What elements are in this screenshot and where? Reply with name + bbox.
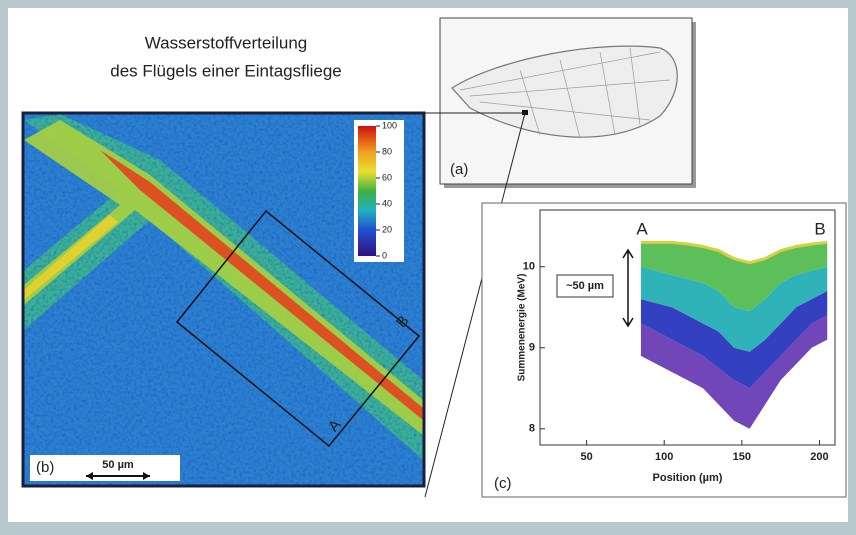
- x-tick-label: 50: [580, 451, 592, 463]
- panel-label: (c): [494, 475, 512, 492]
- y-tick-label: 10: [523, 261, 535, 273]
- panel-label: (a): [450, 161, 468, 178]
- colorbar-label: 20: [382, 224, 392, 234]
- x-tick-label: 150: [733, 451, 751, 463]
- y-tick-label: 9: [529, 342, 535, 354]
- colorbar-label: 0: [382, 250, 387, 260]
- annotation: B: [814, 219, 825, 238]
- title: des Flügels einer Eintagsfliege: [110, 61, 342, 80]
- colorbar-label: 60: [382, 172, 392, 182]
- panel-label: (b): [36, 459, 54, 476]
- x-tick-label: 100: [655, 451, 673, 463]
- page: Wasserstoffverteilung des Flügels einer …: [0, 0, 856, 535]
- figure: Wasserstoffverteilung des Flügels einer …: [0, 0, 856, 530]
- scale-label: 50 µm: [102, 459, 134, 471]
- x-axis-label: Position (µm): [653, 472, 723, 484]
- y-axis-label: Summenenergie (MeV): [517, 274, 528, 382]
- colorbar-label: 40: [382, 198, 392, 208]
- colorbar-label: 100: [382, 120, 397, 130]
- y-tick-label: 8: [529, 423, 535, 435]
- x-tick-label: 200: [810, 451, 828, 463]
- colorbar-label: 80: [382, 146, 392, 156]
- annotation: A: [636, 219, 648, 238]
- annotation: ~50 µm: [566, 280, 604, 292]
- title: Wasserstoffverteilung: [145, 33, 308, 52]
- colorbar: [358, 126, 376, 256]
